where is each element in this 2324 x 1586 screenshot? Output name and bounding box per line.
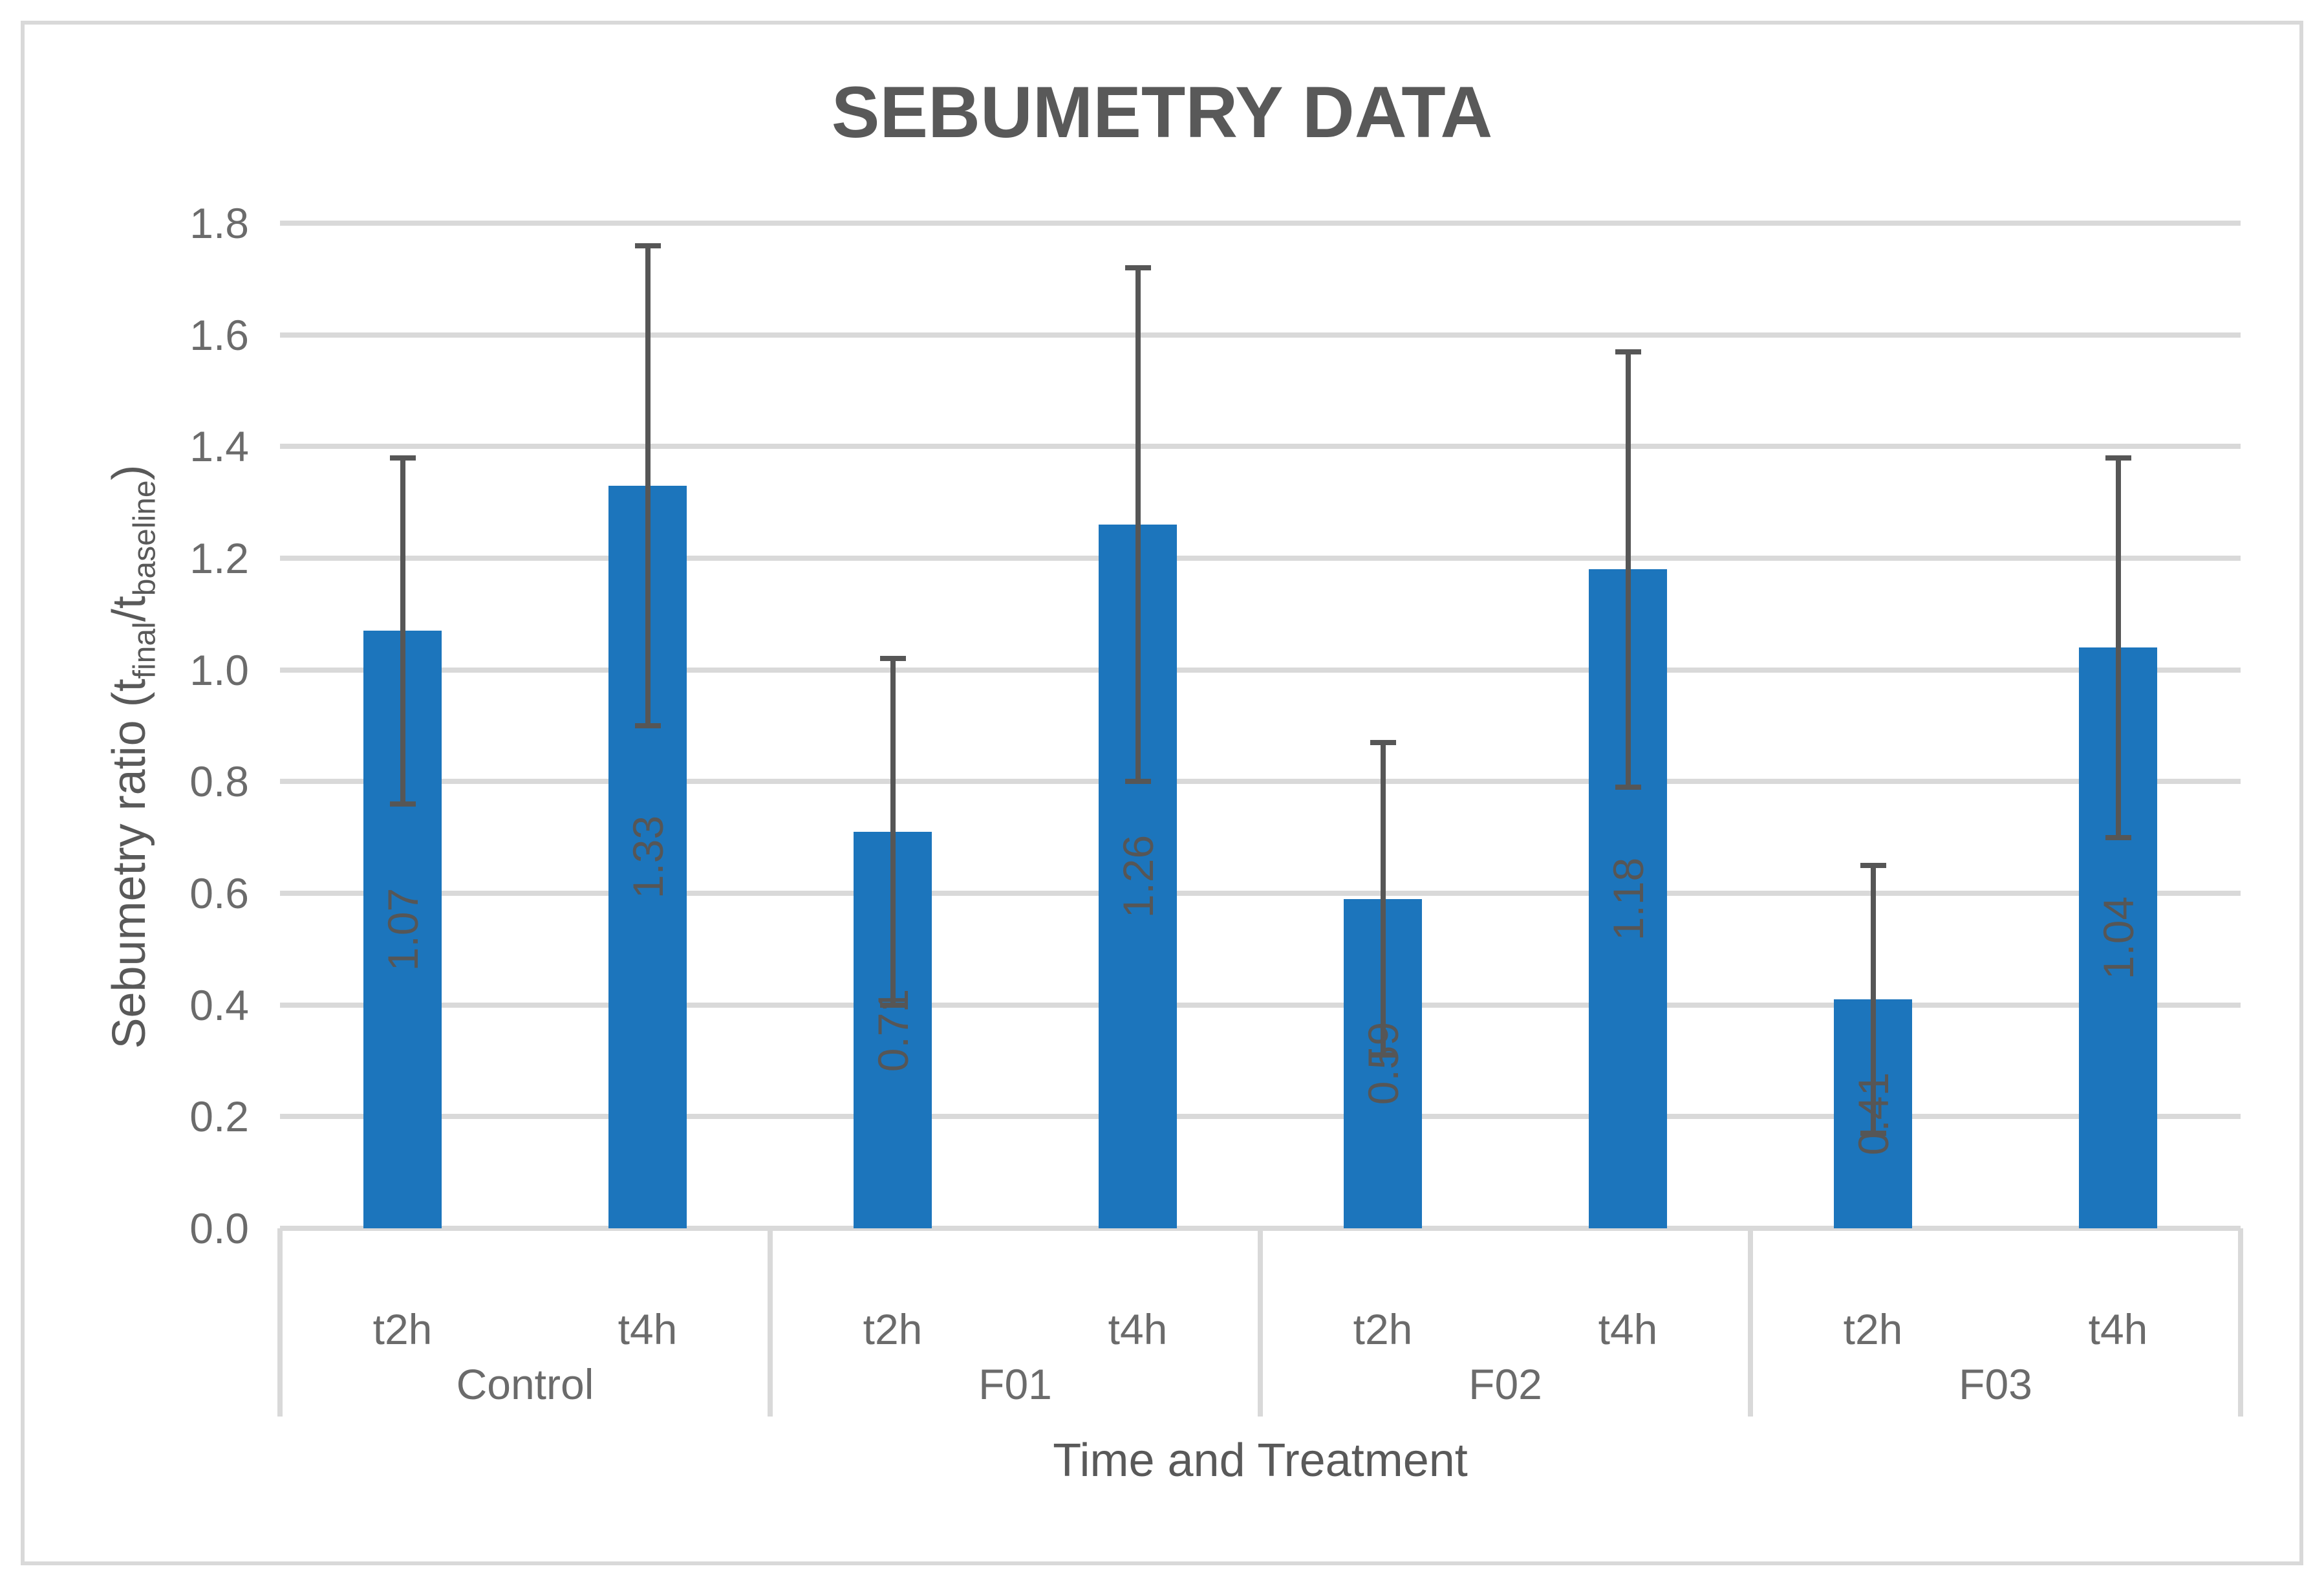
category-divider — [768, 1228, 773, 1417]
error-bar-cap-top — [1615, 349, 1641, 354]
gridline — [280, 779, 2241, 785]
bar-data-label: 1.04 — [2094, 896, 2142, 980]
error-bar-cap-top — [2105, 455, 2131, 461]
x-category-label: t2h — [1843, 1305, 1903, 1353]
error-bar-cap-top — [634, 243, 661, 248]
error-bar-cap-bottom — [1370, 1052, 1396, 1058]
error-bar-cap-top — [1860, 862, 1886, 868]
error-bar-whisker — [645, 245, 651, 726]
y-tick-label: 1.6 — [189, 310, 249, 359]
error-bar-cap-top — [1370, 739, 1396, 745]
category-divider — [1748, 1228, 1753, 1417]
error-bar-cap-bottom — [1124, 779, 1151, 785]
error-bar-cap-bottom — [1615, 784, 1641, 790]
bar-data-label: 1.26 — [1114, 834, 1162, 918]
y-tick-label: 0.8 — [189, 757, 249, 806]
x-group-label: F01 — [978, 1360, 1052, 1408]
error-bar-whisker — [2115, 457, 2121, 838]
error-bar-whisker — [1135, 268, 1141, 782]
x-group-label: F02 — [1469, 1360, 1542, 1408]
bar-data-label: 0.71 — [868, 988, 917, 1072]
bar-data-label: 1.33 — [623, 815, 672, 899]
gridline — [280, 1002, 2241, 1008]
error-bar-cap-bottom — [389, 801, 416, 807]
y-tick-label: 0.0 — [189, 1204, 249, 1252]
bar-data-label: 1.18 — [1604, 857, 1652, 940]
error-bar-whisker — [1625, 351, 1631, 787]
gridline — [280, 556, 2241, 561]
x-group-label: F03 — [1959, 1360, 2032, 1408]
bar-data-label: 1.07 — [378, 887, 427, 972]
error-bar-cap-bottom — [634, 723, 661, 729]
x-group-label: Control — [456, 1360, 594, 1408]
category-divider — [2238, 1228, 2243, 1417]
category-divider — [277, 1228, 283, 1417]
category-divider — [1258, 1228, 1263, 1417]
gridline — [280, 332, 2241, 338]
error-bar-whisker — [1870, 865, 1876, 1134]
bar-data-label: 0.41 — [1849, 1072, 1897, 1156]
gridline — [280, 667, 2241, 673]
y-tick-label: 1.4 — [189, 422, 249, 471]
y-axis-title-divider: /t — [103, 596, 155, 622]
y-tick-label: 1.2 — [189, 534, 249, 583]
y-tick-label: 1.8 — [189, 199, 249, 248]
gridline — [280, 444, 2241, 450]
gridline — [280, 1114, 2241, 1120]
y-tick-label: 0.6 — [189, 869, 249, 918]
error-bar-cap-bottom — [879, 1002, 906, 1008]
error-bar-cap-bottom — [1860, 1131, 1886, 1136]
bar-data-label: 0.59 — [1359, 1022, 1407, 1105]
y-tick-label: 0.4 — [189, 981, 249, 1029]
x-category-label: t2h — [372, 1305, 433, 1353]
error-bar-cap-top — [389, 455, 416, 461]
error-bar-cap-top — [1124, 265, 1151, 271]
error-bar-cap-top — [879, 656, 906, 662]
x-category-label: t2h — [1353, 1305, 1413, 1353]
error-bar-whisker — [890, 658, 896, 1005]
x-category-label: t2h — [863, 1305, 923, 1353]
error-bar-whisker — [400, 457, 405, 804]
error-bar-cap-bottom — [2105, 834, 2131, 840]
x-axis-title: Time and Treatment — [1053, 1435, 1468, 1486]
y-tick-label: 1.0 — [189, 646, 249, 694]
chart-title: SEBUMETRY DATA — [831, 72, 1493, 153]
gridline — [280, 221, 2241, 226]
y-tick-label: 0.2 — [189, 1092, 249, 1141]
gridline — [280, 891, 2241, 896]
x-category-label: t4h — [618, 1305, 678, 1353]
error-bar-whisker — [1380, 742, 1386, 1056]
x-category-label: t4h — [1598, 1305, 1658, 1353]
x-category-label: t4h — [1108, 1305, 1168, 1353]
chart-outer-border — [21, 21, 2303, 1565]
y-axis-title: Sebumetry ratio (tfinal/tbaseline) — [100, 369, 162, 1145]
x-category-label: t4h — [2088, 1305, 2148, 1353]
